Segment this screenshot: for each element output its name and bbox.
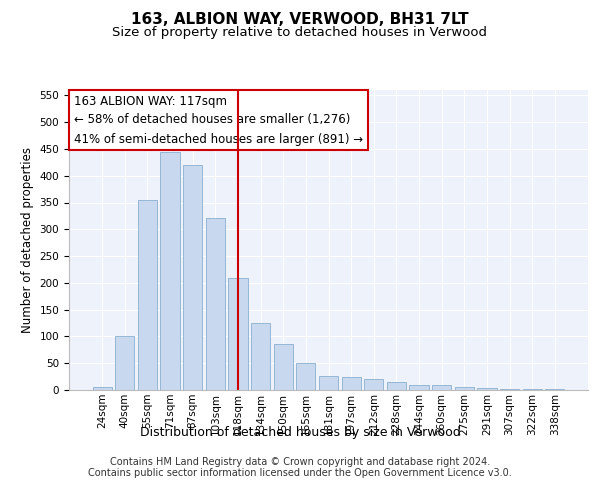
Bar — [409, 384, 428, 390]
Bar — [500, 389, 519, 390]
Bar — [364, 380, 383, 390]
Text: Size of property relative to detached houses in Verwood: Size of property relative to detached ho… — [113, 26, 487, 39]
Bar — [138, 200, 157, 390]
Bar — [387, 382, 406, 390]
Bar — [206, 218, 225, 390]
Bar — [296, 363, 316, 390]
Bar — [251, 322, 270, 390]
Bar — [229, 278, 248, 390]
Y-axis label: Number of detached properties: Number of detached properties — [21, 147, 34, 333]
Bar — [160, 152, 180, 390]
Text: 163 ALBION WAY: 117sqm
← 58% of detached houses are smaller (1,276)
41% of semi-: 163 ALBION WAY: 117sqm ← 58% of detached… — [74, 94, 364, 146]
Bar — [455, 388, 474, 390]
Bar — [115, 336, 134, 390]
Bar — [341, 376, 361, 390]
Bar — [183, 165, 202, 390]
Bar — [432, 384, 451, 390]
Bar — [274, 344, 293, 390]
Bar — [477, 388, 497, 390]
Bar — [319, 376, 338, 390]
Text: Contains HM Land Registry data © Crown copyright and database right 2024.
Contai: Contains HM Land Registry data © Crown c… — [88, 456, 512, 478]
Text: Distribution of detached houses by size in Verwood: Distribution of detached houses by size … — [140, 426, 460, 439]
Text: 163, ALBION WAY, VERWOOD, BH31 7LT: 163, ALBION WAY, VERWOOD, BH31 7LT — [131, 12, 469, 28]
Bar — [92, 388, 112, 390]
